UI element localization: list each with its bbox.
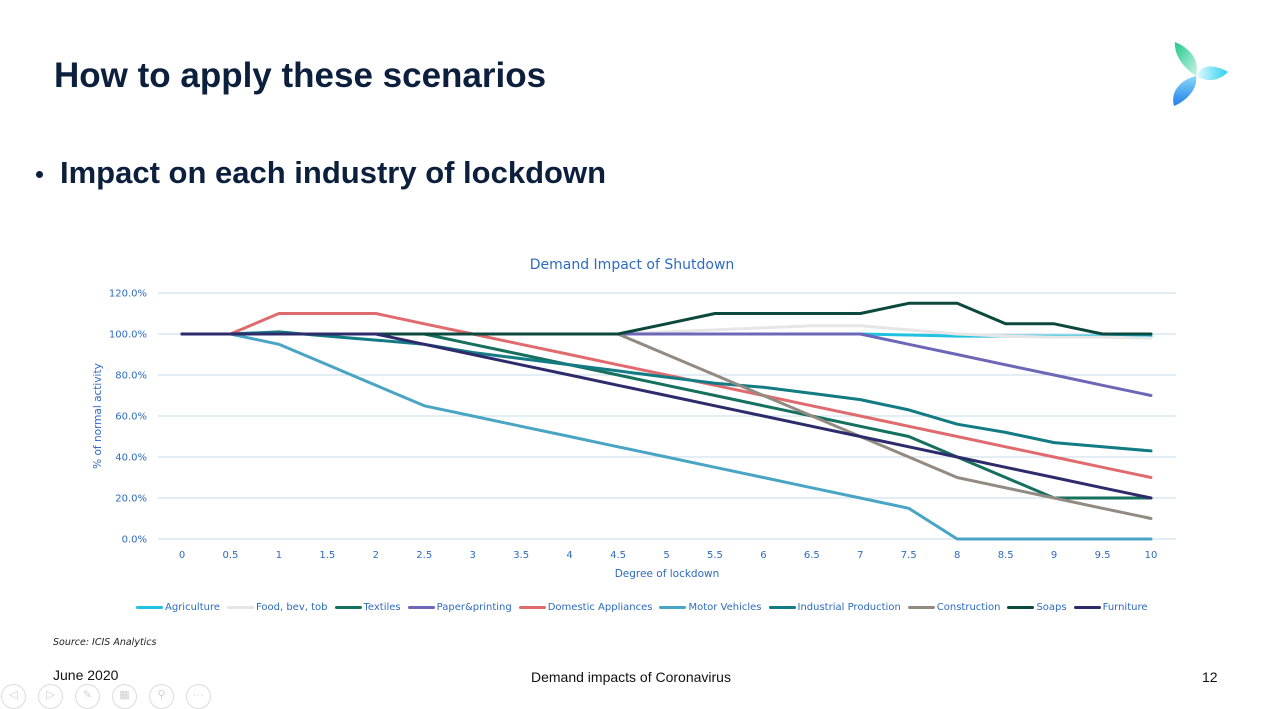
series-line-construction — [180, 332, 1153, 520]
legend-item: Industrial Production — [768, 602, 901, 613]
legend-line-icon — [659, 606, 687, 609]
logo-petal-blue — [1173, 76, 1197, 106]
previous-slide-button[interactable]: ◁ — [1, 684, 26, 709]
x-tick-label: 9 — [1051, 550, 1057, 561]
y-tick-label: 80.0% — [115, 371, 147, 382]
legend-line-icon — [768, 606, 796, 609]
legend-item: Domestic Appliances — [518, 602, 653, 613]
x-axis-title: Degree of lockdown — [614, 568, 720, 580]
zoom-icon: ⚲ — [157, 689, 166, 701]
y-tick-label: 40.0% — [115, 453, 147, 464]
x-tick-label: 8 — [954, 550, 960, 561]
previous-slide-icon: ◁ — [9, 689, 18, 701]
source-note: Source: ICIS Analytics — [53, 637, 157, 648]
series-line-motor-vehicles — [180, 332, 1153, 541]
legend-item: Paper&printing — [407, 602, 512, 613]
pen-button[interactable]: ✎ — [75, 684, 100, 709]
bullet-icon — [36, 170, 43, 178]
x-tick-label: 6.5 — [804, 550, 820, 561]
company-logo — [1173, 42, 1228, 106]
chart-legend: Agriculture Food, bev, tob Textiles Paper&p… — [136, 602, 1148, 613]
x-tick-label: 4 — [566, 550, 572, 561]
legend-label: Domestic Appliances — [547, 602, 653, 613]
next-slide-button[interactable]: ▷ — [38, 684, 63, 709]
more-options-icon: ··· — [193, 689, 204, 701]
next-slide-icon: ▷ — [46, 689, 55, 701]
legend-label: Agriculture — [165, 602, 220, 613]
slide-overview-button[interactable]: ▦ — [112, 684, 137, 709]
legend-label: Food, bev, tob — [256, 602, 328, 613]
slide-title: How to apply these scenarios — [54, 56, 547, 95]
legend-item: Soaps — [1007, 602, 1067, 613]
x-tick-label: 3.5 — [513, 550, 529, 561]
x-tick-label: 7 — [857, 550, 863, 561]
x-tick-label: 10 — [1145, 550, 1158, 561]
chart-title: Demand Impact of Shutdown — [529, 257, 735, 273]
legend-item: Agriculture — [136, 602, 220, 613]
x-tick-label: 1.5 — [319, 550, 335, 561]
bullet-item: Impact on each industry of lockdown — [36, 155, 606, 191]
x-tick-label: 6 — [760, 550, 766, 561]
legend-label: Soaps — [1036, 602, 1067, 613]
x-tick-label: 5.5 — [707, 550, 723, 561]
legend-item: Motor Vehicles — [659, 602, 762, 613]
legend-item: Construction — [907, 602, 1001, 613]
more-options-button[interactable]: ··· — [186, 684, 211, 709]
legend-line-icon — [518, 606, 546, 609]
x-tick-label: 2 — [373, 550, 379, 561]
legend-line-icon — [1073, 606, 1101, 609]
slide-overview-icon: ▦ — [119, 689, 130, 701]
y-tick-label: 120.0% — [109, 289, 147, 300]
bullet-text: Impact on each industry of lockdown — [60, 155, 607, 190]
legend-item: Furniture — [1073, 602, 1148, 613]
x-tick-label: 0 — [179, 550, 185, 561]
legend-line-icon — [907, 606, 935, 609]
y-axis-title: % of normal activity — [92, 363, 104, 469]
legend-line-icon — [136, 606, 163, 609]
x-tick-label: 5 — [663, 550, 669, 561]
legend-line-icon — [227, 606, 254, 609]
x-tick-label: 3 — [470, 550, 476, 561]
legend-label: Industrial Production — [797, 602, 901, 613]
series-line-soaps — [180, 301, 1153, 336]
legend-line-icon — [407, 606, 435, 609]
y-tick-label: 100.0% — [109, 330, 147, 341]
page-number: 12 — [1202, 669, 1218, 685]
series-line-furniture — [180, 332, 1153, 500]
zoom-button[interactable]: ⚲ — [149, 684, 174, 709]
series-line-industrial-production — [180, 330, 1153, 453]
logo-petal-green — [1174, 42, 1197, 76]
y-tick-label: 60.0% — [115, 412, 147, 423]
legend-item: Food, bev, tob — [227, 602, 328, 613]
pen-icon: ✎ — [82, 689, 93, 701]
footer-title: Demand impacts of Coronavirus — [531, 669, 731, 685]
presentation-controls: ◁ ▷ ✎ ▦ ⚲ ··· — [1, 684, 211, 709]
legend-line-icon — [334, 606, 362, 609]
x-tick-label: 4.5 — [610, 550, 626, 561]
legend-line-icon — [1007, 606, 1035, 609]
y-tick-label: 20.0% — [115, 494, 147, 505]
legend-item: Textiles — [334, 602, 401, 613]
x-tick-label: 2.5 — [416, 550, 432, 561]
logo-petal-cyan — [1196, 66, 1228, 81]
legend-label: Motor Vehicles — [688, 602, 762, 613]
x-tick-label: 9.5 — [1095, 550, 1111, 561]
x-tick-label: 7.5 — [901, 550, 917, 561]
legend-label: Textiles — [363, 602, 401, 613]
x-tick-label: 8.5 — [998, 550, 1014, 561]
y-tick-label: 0.0% — [122, 535, 147, 546]
x-tick-label: 1 — [276, 550, 282, 561]
legend-label: Paper&printing — [436, 602, 512, 613]
footer-date: June 2020 — [53, 667, 119, 683]
series-line-domestic-appliances — [180, 312, 1153, 479]
legend-label: Construction — [936, 602, 1001, 613]
x-tick-label: 0.5 — [222, 550, 238, 561]
legend-label: Furniture — [1102, 602, 1148, 613]
